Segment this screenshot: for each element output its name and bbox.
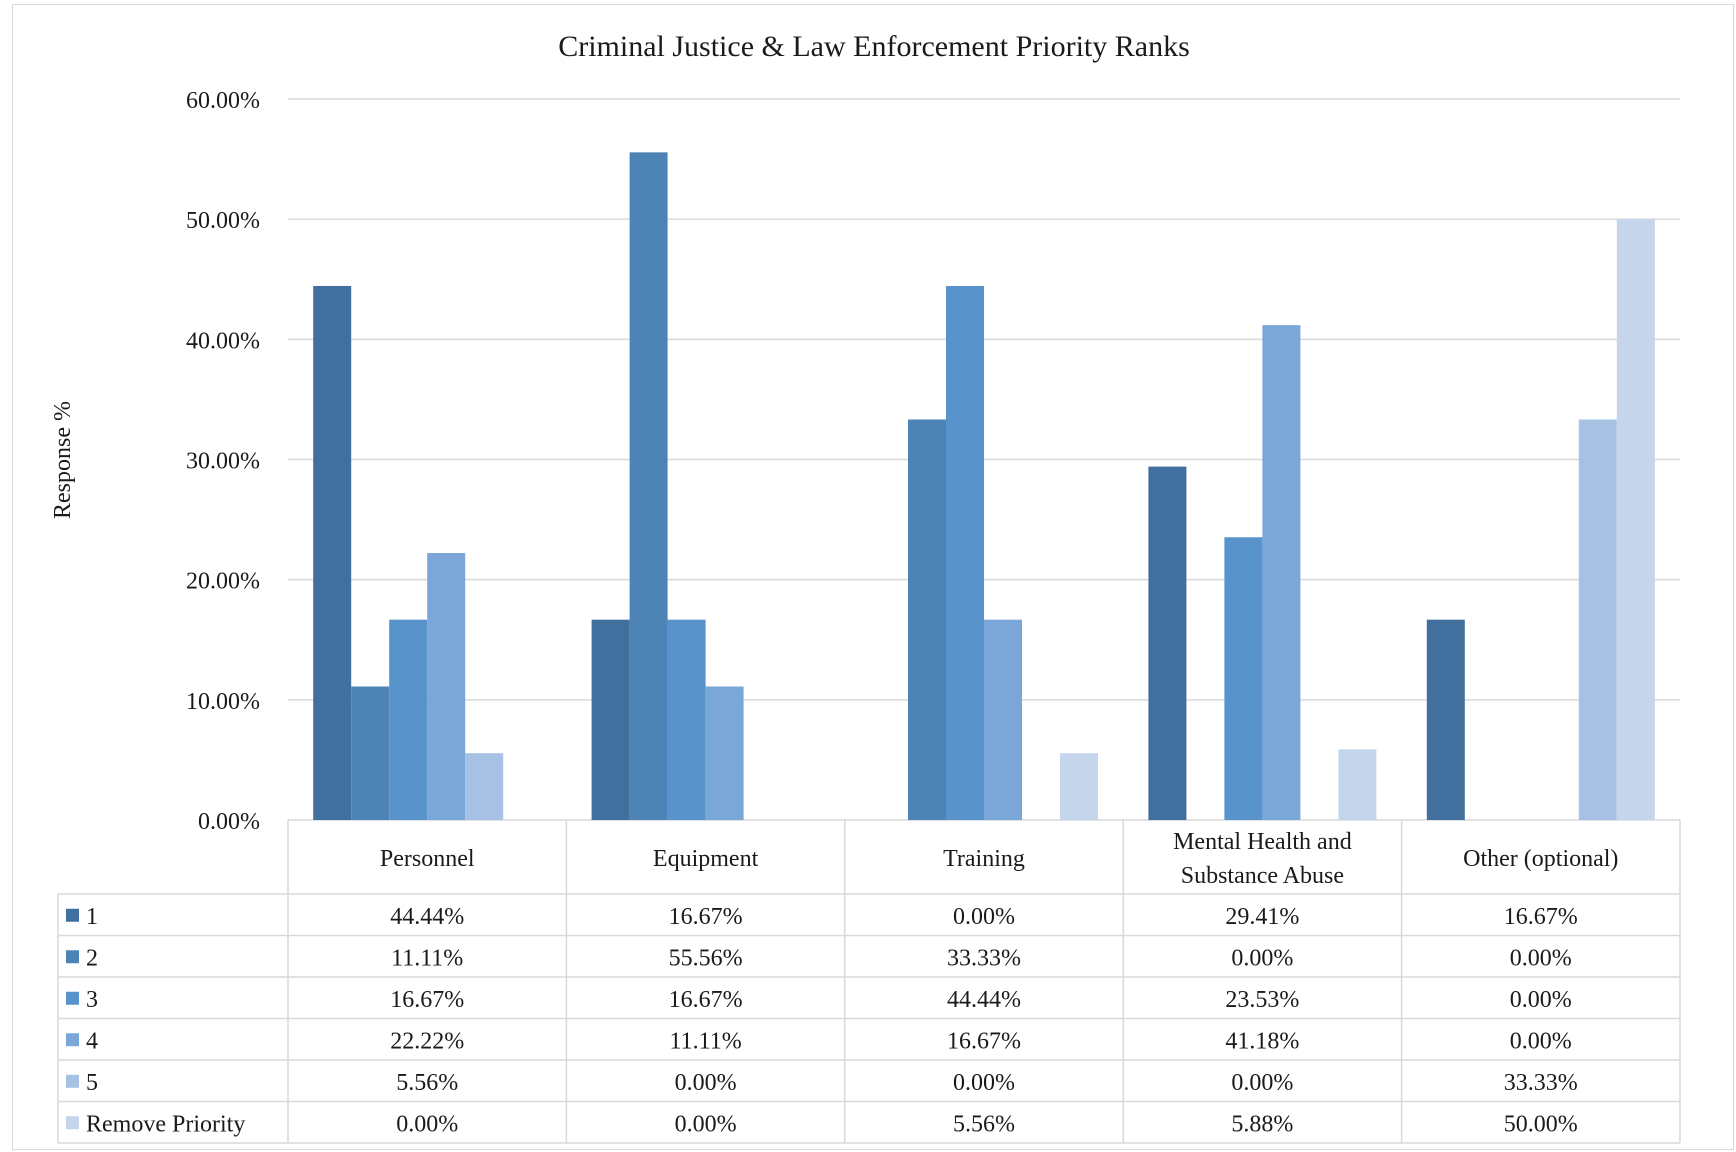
data-label: 23.53% [1225,987,1299,1013]
data-label: 5.88% [1231,1111,1293,1137]
data-label: 0.00% [1231,1070,1293,1096]
bar [465,753,503,820]
legend-swatch [66,909,79,922]
y-tick-labels: 0.00% 10.00% 20.00% 30.00% 40.00% 50.00% 60.00… [186,88,260,835]
bar [1338,749,1376,820]
bar [592,620,630,820]
bar [427,553,465,820]
data-label: 11.11% [669,1028,741,1054]
data-label: 0.00% [1510,1028,1572,1054]
legend-label: 3 [86,987,98,1013]
bar [908,419,946,820]
data-label: 0.00% [953,904,1015,930]
data-label: 29.41% [1225,904,1299,930]
bar [1427,620,1465,820]
legend-label: 4 [86,1028,98,1054]
bar [1617,219,1655,820]
x-tick-label: Training [943,846,1025,872]
data-label: 44.44% [390,904,464,930]
data-label: 0.00% [1231,945,1293,971]
data-label: 55.56% [669,945,743,971]
bar [1262,325,1300,820]
bars [313,152,1655,820]
legend-swatch [66,1033,79,1046]
data-label: 22.22% [390,1028,464,1054]
x-tick-label: Other (optional) [1463,846,1618,872]
data-label: 0.00% [953,1070,1015,1096]
bar [706,686,744,820]
bar [946,286,984,820]
bar [1579,419,1617,820]
data-table: Personnel Equipment Training Mental Health … [58,820,1680,1143]
x-tick-label: Equipment [653,846,759,872]
data-label: 0.00% [675,1111,737,1137]
data-label: 33.33% [947,945,1021,971]
bar [1224,537,1262,820]
bar [984,620,1022,820]
data-label: 16.67% [669,904,743,930]
y-tick-label: 10.00% [186,689,260,715]
data-label: 16.67% [947,1028,1021,1054]
x-tick-label: Substance Abuse [1181,863,1344,889]
legend-swatch [66,1116,79,1129]
y-tick-label: 20.00% [186,569,260,595]
legend-swatch [66,950,79,963]
legend-swatch [66,992,79,1005]
data-label: 50.00% [1504,1111,1578,1137]
bar [630,152,668,820]
y-tick-label: 50.00% [186,208,260,234]
data-label: 0.00% [675,1070,737,1096]
x-tick-label: Mental Health and [1173,829,1352,855]
bar [668,620,706,820]
data-label: 0.00% [1510,987,1572,1013]
legend-label: 1 [86,904,98,930]
data-label: 44.44% [947,987,1021,1013]
data-label: 0.00% [1510,945,1572,971]
y-tick-label: 30.00% [186,449,260,475]
data-label: 16.67% [390,987,464,1013]
y-tick-label: 60.00% [186,88,260,114]
data-label: 16.67% [669,987,743,1013]
data-label: 41.18% [1225,1028,1299,1054]
bar [351,686,389,820]
y-tick-label: 0.00% [198,809,260,835]
data-label: 33.33% [1504,1070,1578,1096]
legend-label: 2 [86,945,98,971]
chart-title: Criminal Justice & Law Enforcement Prior… [558,30,1190,63]
legend-swatch [66,1075,79,1088]
data-label: 16.67% [1504,904,1578,930]
legend-label: Remove Priority [86,1111,245,1137]
y-tick-label: 40.00% [186,328,260,354]
y-axis-label: Response % [50,401,76,519]
bar [313,286,351,820]
bar [389,620,427,820]
legend-label: 5 [86,1070,98,1096]
data-label: 5.56% [953,1111,1015,1137]
bar [1148,467,1186,820]
data-label: 0.00% [396,1111,458,1137]
bar [1060,753,1098,820]
x-tick-label: Personnel [380,846,475,872]
data-label: 5.56% [396,1070,458,1096]
data-label: 11.11% [391,945,463,971]
